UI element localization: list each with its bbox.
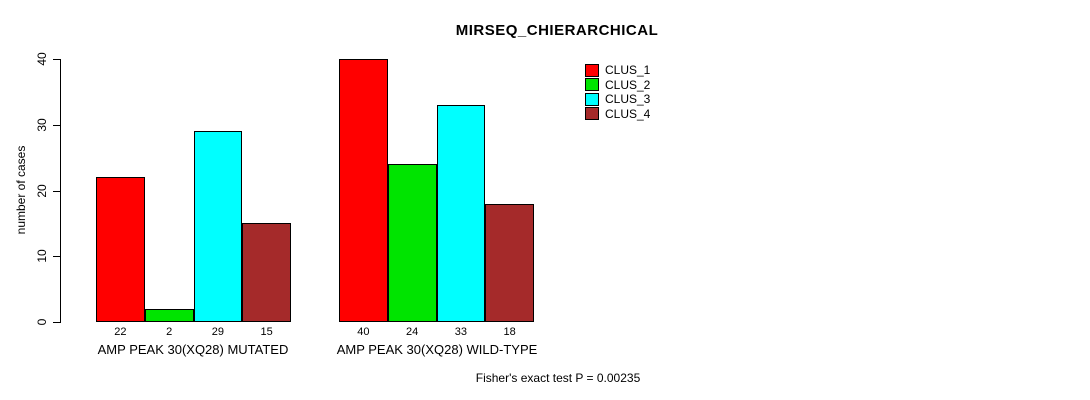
y-axis-label: number of cases — [14, 145, 28, 235]
bar-value-label: 24 — [406, 326, 419, 338]
y-tick-label: 10 — [35, 249, 49, 263]
bar-value-label: 18 — [503, 326, 516, 338]
bar-clus_2-group2 — [387, 164, 437, 322]
legend-row-clus_2: CLUS_2 — [585, 78, 650, 93]
legend-label: CLUS_2 — [605, 77, 651, 92]
bar-clus_4-group1 — [242, 223, 291, 322]
bar-value-label: 40 — [357, 326, 370, 338]
y-tick-label: 40 — [35, 52, 49, 66]
legend-swatch-icon — [585, 92, 599, 106]
y-tick-mark — [53, 59, 60, 60]
bar-clus_1-group2 — [339, 59, 388, 322]
bar-clus_3-group1 — [193, 131, 243, 322]
y-tick-mark — [53, 190, 60, 192]
bar-clus_1-group1 — [96, 177, 145, 322]
legend-swatch-icon — [585, 107, 599, 121]
legend: CLUS_1 CLUS_2 CLUS_3 CLUS_4 — [585, 63, 650, 121]
bar-value-label: 29 — [211, 326, 224, 338]
y-tick-label: 20 — [35, 183, 49, 198]
bar-clus_3-group2 — [436, 105, 486, 322]
y-tick-mark — [53, 256, 60, 258]
bar-value-label: 2 — [166, 326, 173, 338]
y-tick-mark — [53, 124, 60, 126]
legend-label: CLUS_3 — [605, 92, 651, 107]
y-tick-mark — [53, 322, 60, 323]
legend-row-clus_3: CLUS_3 — [585, 92, 650, 107]
bar-clus_2-group1 — [144, 308, 194, 322]
chart-title: MIRSEQ_CHIERARCHICAL — [455, 22, 659, 39]
bar-value-label: 22 — [114, 326, 127, 338]
group-label-mutated: AMP PEAK 30(XQ28) MUTATED — [97, 342, 289, 357]
fisher-test-annotation: Fisher's exact test P = 0.00235 — [475, 371, 641, 385]
bar-value-label: 15 — [260, 326, 273, 338]
y-tick-label: 30 — [35, 118, 49, 132]
bar-clus_4-group2 — [485, 203, 534, 322]
bar-value-label: 33 — [454, 326, 467, 338]
y-tick-label: 0 — [35, 318, 49, 326]
legend-row-clus_1: CLUS_1 — [585, 63, 650, 78]
group-label-wildtype: AMP PEAK 30(XQ28) WILD-TYPE — [336, 342, 538, 357]
legend-label: CLUS_1 — [605, 63, 651, 78]
legend-swatch-icon — [585, 63, 599, 77]
legend-row-clus_4: CLUS_4 — [585, 107, 650, 122]
y-axis-line — [60, 59, 61, 323]
legend-swatch-icon — [585, 78, 599, 92]
legend-label: CLUS_4 — [605, 106, 651, 121]
